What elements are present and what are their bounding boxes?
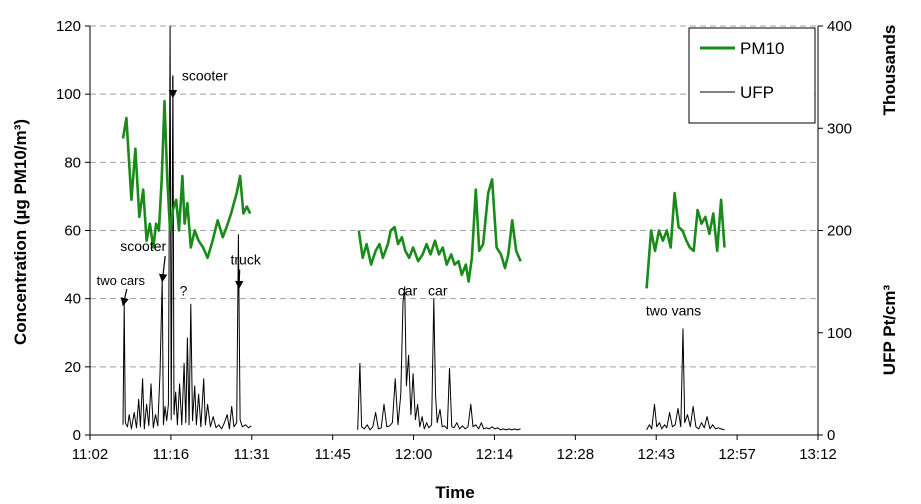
axes	[85, 25, 823, 440]
series-layer	[121, 25, 726, 431]
annotation-label: ?	[180, 282, 188, 298]
series-line-pm10	[645, 191, 726, 289]
tick-labels: 0 20 40 60 80 100 120 0 100 200 300 400 11:02 11:16 11…	[56, 18, 852, 463]
x-tick-label: 12:00	[395, 446, 433, 463]
annotation-label: truck	[231, 252, 262, 268]
annotation-label: two vans	[646, 303, 701, 319]
annotation-label: two cars	[97, 273, 146, 288]
legend-label-ufp: UFP	[740, 83, 774, 102]
series-line-ufp	[646, 328, 725, 431]
y-tick-label-left: 100	[56, 86, 81, 103]
annotation-label: car	[428, 282, 448, 298]
x-tick-label: 12:57	[718, 446, 756, 463]
y-tick-label-left: 80	[64, 154, 81, 171]
y-tick-label-left: 20	[64, 359, 81, 376]
x-tick-label: 12:28	[557, 446, 595, 463]
y-tick-label-right: 400	[827, 18, 852, 35]
x-axis-title: Time	[435, 483, 474, 502]
annotation-label: scooter	[120, 238, 166, 254]
x-tick-label: 11:45	[314, 446, 350, 463]
series-line-pm10	[121, 99, 252, 260]
legend-box	[688, 27, 816, 124]
annotations: two cars scooter scooter? truck car car two va…	[97, 68, 702, 319]
series-pm10	[121, 99, 726, 289]
x-tick-label: 12:43	[637, 446, 675, 463]
y-axis-title-right: UFP Pt/cm³	[880, 284, 899, 375]
y-tick-label-right: 100	[827, 325, 852, 342]
gridlines	[90, 25, 818, 368]
y-tick-label-right: 0	[827, 427, 835, 444]
legend: PM10 UFP	[688, 27, 816, 124]
x-tick-label: 11:16	[153, 446, 189, 463]
annotation-label: scooter	[182, 68, 228, 84]
series-line-pm10	[357, 178, 522, 283]
x-tick-label: 12:14	[476, 446, 514, 463]
y-tick-label-left: 0	[73, 427, 81, 444]
y-axis-title-left: Concentration (µg PM10/m³)	[11, 119, 30, 345]
legend-label-pm10: PM10	[740, 39, 784, 58]
annotation-arrow	[120, 288, 129, 307]
y-axis-multiplier-right: Thousands	[880, 25, 899, 116]
y-tick-label-left: 60	[64, 223, 81, 240]
annotation-arrow	[235, 269, 244, 290]
x-tick-label: 11:02	[72, 446, 108, 463]
y-tick-label-right: 300	[827, 120, 852, 137]
series-ufp	[122, 25, 725, 431]
series-line-ufp	[357, 286, 521, 431]
annotation-label: car	[398, 282, 418, 298]
x-tick-label: 11:31	[234, 446, 270, 463]
y-tick-label-right: 200	[827, 223, 852, 240]
series-line-ufp	[122, 25, 252, 430]
y-tick-label-left: 40	[64, 291, 81, 308]
y-tick-label-left: 120	[56, 18, 81, 35]
x-tick-label: 13:12	[799, 446, 837, 463]
annotation-arrow	[158, 255, 168, 283]
